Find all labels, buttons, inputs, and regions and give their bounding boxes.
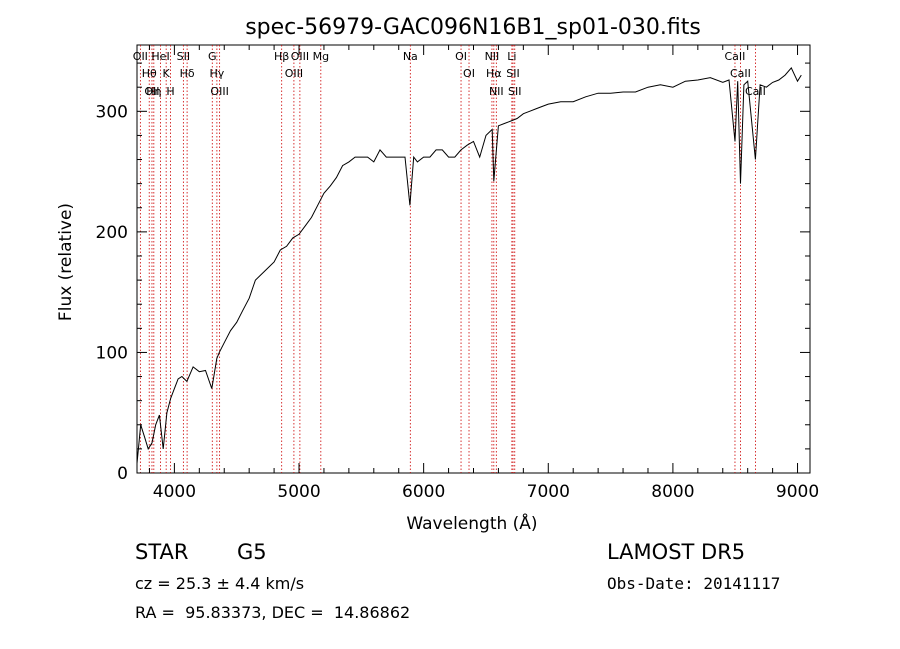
- line-label: CaII: [725, 50, 746, 63]
- x-tick-label: 4000: [153, 482, 196, 502]
- line-label: CaII: [730, 67, 751, 80]
- survey-name: LAMOST DR5: [607, 540, 746, 564]
- line-label: SII: [177, 50, 190, 63]
- chart-title: spec-56979-GAC096N16B1_sp01-030.fits: [245, 15, 701, 40]
- subclass: G5: [237, 540, 267, 564]
- plot-frame: [136, 44, 811, 474]
- x-tick-label: 5000: [277, 482, 320, 502]
- observation-date: Obs-Date: 20141117: [607, 574, 781, 593]
- line-label: Hβ: [274, 50, 289, 63]
- coordinates: RA = 95.83373, DEC = 14.86862: [135, 603, 411, 622]
- line-label: NII: [485, 50, 500, 63]
- line-label: Hη: [146, 85, 161, 98]
- redshift-velocity: cz = 25.3 ± 4.4 km/s: [135, 574, 305, 593]
- line-label: Hγ: [209, 67, 224, 80]
- y-tick-label: 300: [96, 102, 128, 122]
- line-label: SII: [506, 67, 519, 80]
- line-label: H: [166, 85, 174, 98]
- object-class: STAR: [135, 540, 189, 564]
- line-label: G: [208, 50, 217, 63]
- line-label: OI: [455, 50, 467, 63]
- line-label: OIII: [210, 85, 228, 98]
- x-tick-label: 7000: [527, 482, 570, 502]
- x-tick-label: 9000: [776, 482, 819, 502]
- line-label: OIII: [285, 67, 303, 80]
- line-label: OI: [463, 67, 475, 80]
- spectrum-line: [136, 66, 802, 464]
- y-axis-label: Flux (relative): [56, 203, 76, 321]
- line-label: OIII: [291, 50, 309, 63]
- x-tick-label: 8000: [651, 482, 694, 502]
- line-label: NII: [489, 85, 504, 98]
- x-tick-label: 6000: [402, 482, 445, 502]
- line-label: OII: [133, 50, 148, 63]
- y-tick-label: 0: [117, 464, 128, 484]
- y-tick-label: 100: [96, 343, 128, 363]
- line-label: Hδ: [180, 67, 195, 80]
- line-label: Na: [403, 50, 418, 63]
- line-label: Li: [507, 50, 516, 63]
- line-label: Hθ: [142, 67, 157, 80]
- line-label: Mg: [313, 50, 329, 63]
- line-label: HeI: [151, 50, 169, 63]
- x-axis-ticks: 4000 5000 6000 7000 8000 9000: [148, 45, 819, 502]
- spectral-line-markers: [139, 45, 756, 473]
- line-label: K: [163, 67, 171, 80]
- x-axis-label: Wavelength (Å): [406, 512, 537, 534]
- y-tick-label: 200: [96, 223, 128, 243]
- y-axis-ticks: 0 100 200 300: [96, 62, 810, 484]
- line-label: SII: [508, 85, 521, 98]
- line-label: OII: [144, 85, 159, 98]
- line-label: CaII: [745, 85, 766, 98]
- line-label: Hα: [486, 67, 502, 80]
